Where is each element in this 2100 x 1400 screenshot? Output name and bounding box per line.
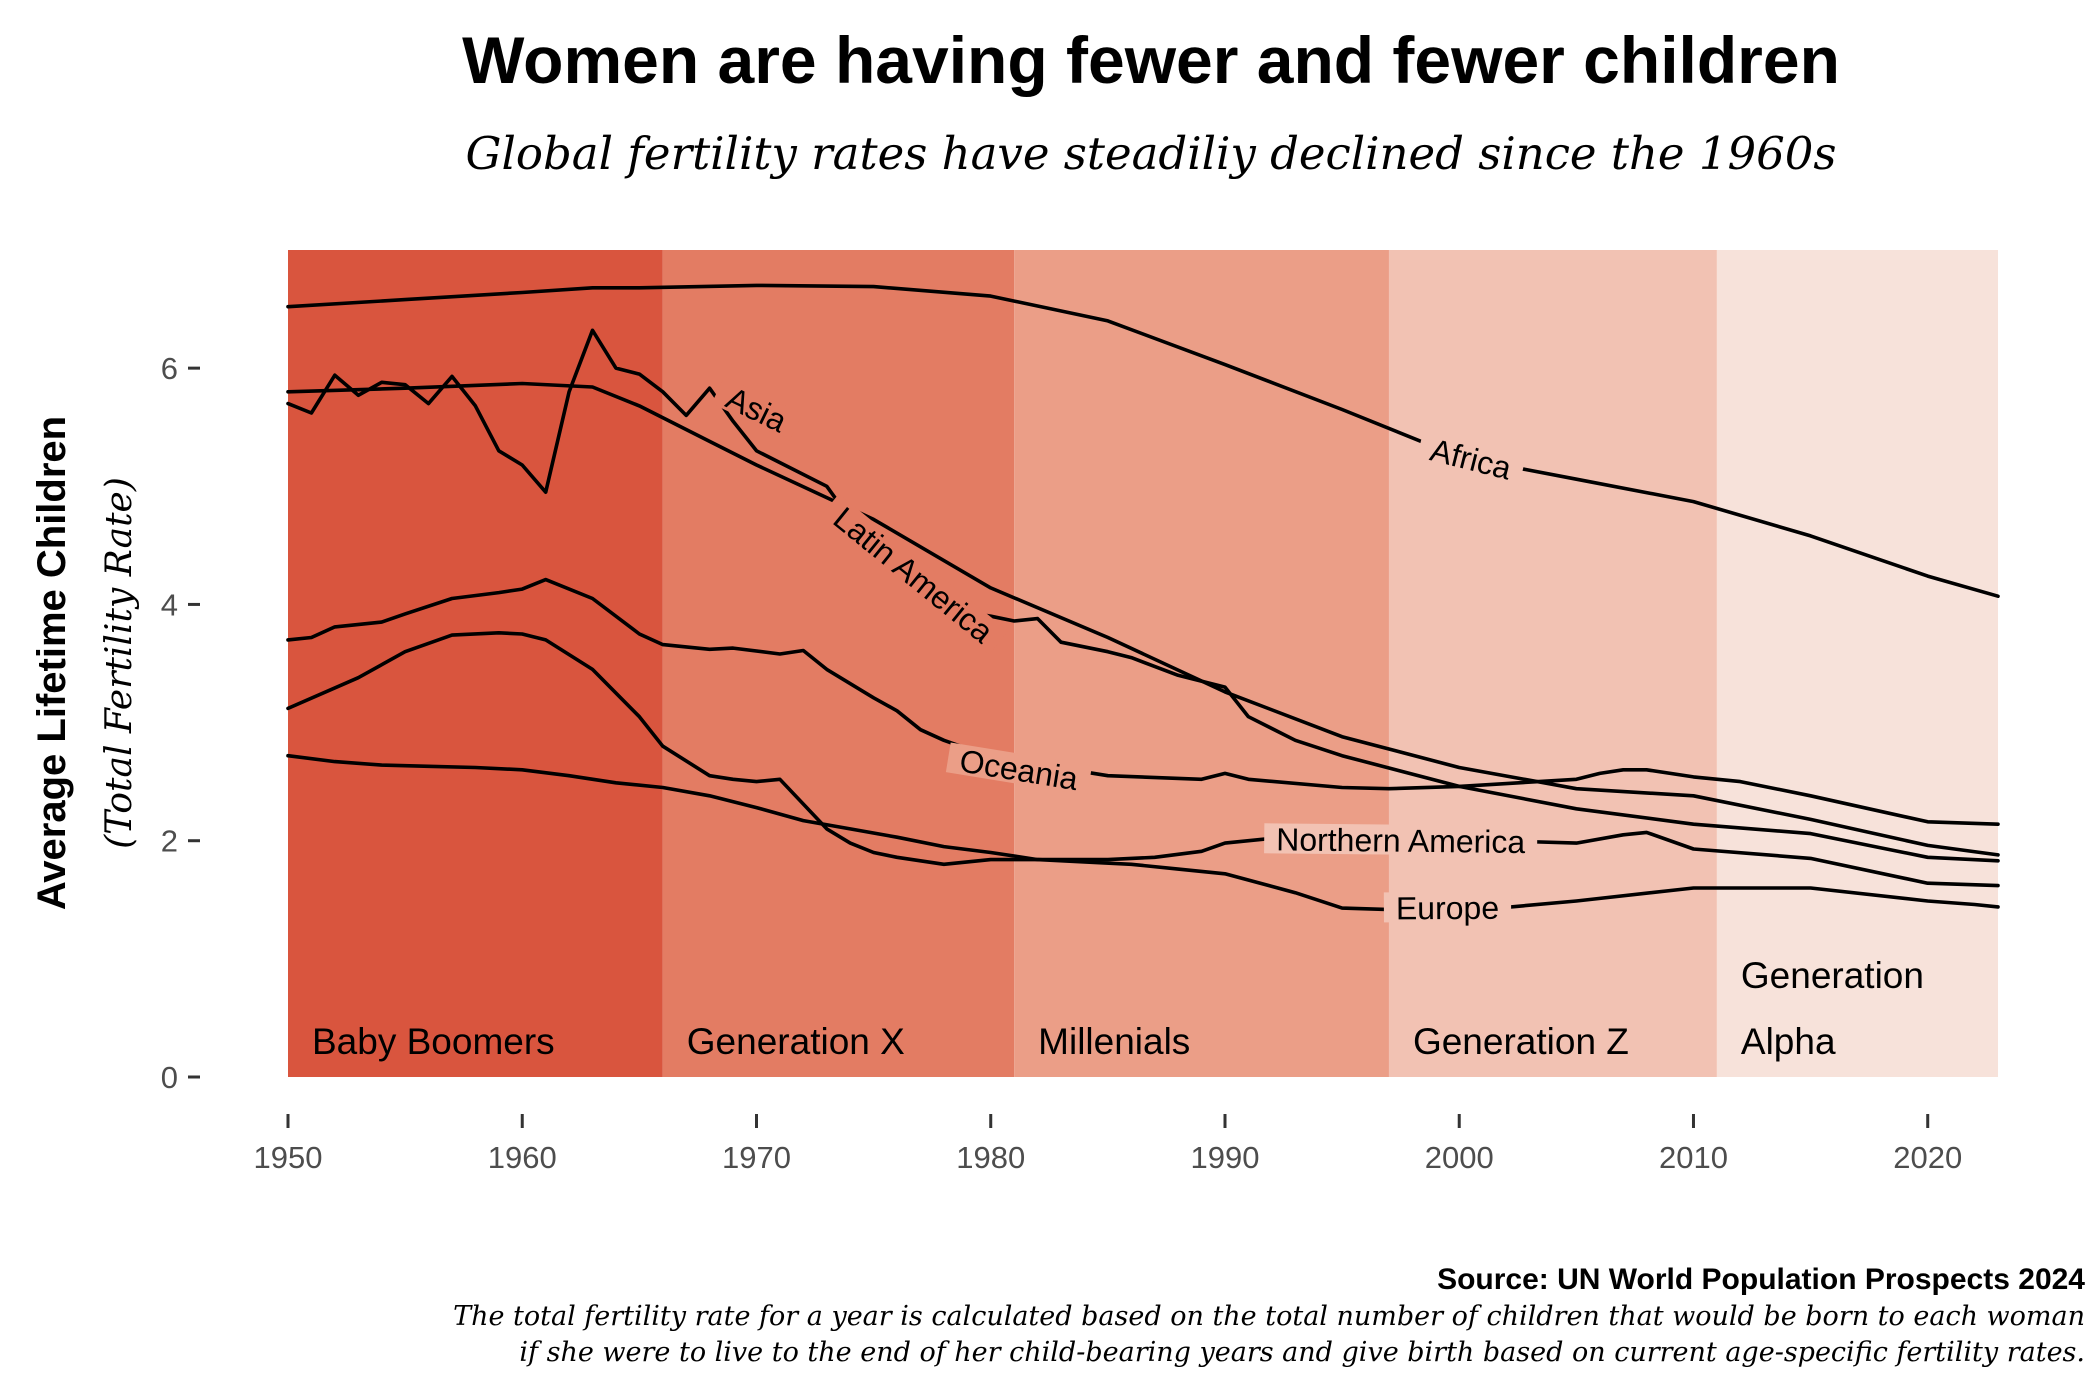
series-lines (286, 283, 2000, 914)
chart-title: Women are having fewer and fewer childre… (462, 23, 1840, 97)
series-line-europe (286, 753, 2000, 914)
source-caption: Source: UN World Population Prospects 20… (1437, 1263, 2085, 1296)
chart-subtitle: Global fertility rates have steadiliy de… (466, 127, 1837, 180)
series-label-group-europe: Europe (1383, 890, 1512, 927)
footnote-line-1: The total fertility rate for a year is c… (453, 1301, 2085, 1332)
x-tick-label-2020: 2020 (1893, 1140, 1962, 1175)
series-label-northern-america: Northern America (1276, 821, 1526, 860)
y-axis: 0 2 4 6 (161, 351, 200, 1095)
era-band-generation-x (662, 250, 1015, 1077)
y-tick-label-6: 6 (161, 351, 178, 386)
era-band-millenials (1014, 250, 1389, 1077)
x-tick-label-1980: 1980 (956, 1140, 1025, 1175)
series-line-asia (286, 381, 2000, 857)
x-axis: 1950 1960 1970 1980 1990 2000 2010 2020 (254, 1114, 1962, 1175)
era-label-millenials: Millenials (1038, 1021, 1190, 1062)
series-label-knockout-latin-america (819, 493, 1009, 655)
x-tick-label-1990: 1990 (1191, 1140, 1260, 1175)
series-line-oceania (286, 577, 2000, 826)
series-label-knockout-oceania (945, 742, 1093, 796)
era-band-generation-z (1388, 250, 1717, 1077)
series-label-europe: Europe (1396, 890, 1499, 927)
y-axis-title: Average Lifetime Children (Total Fertili… (30, 416, 140, 910)
series-line-africa (286, 283, 2000, 598)
series-label-knockout-asia (711, 376, 803, 441)
era-label-baby-boomers: Baby Boomers (312, 1021, 555, 1062)
era-label-generation-alpha-line-1: Generation (1741, 955, 1924, 996)
x-tick-label-2010: 2010 (1659, 1140, 1728, 1175)
era-band-generation-alpha (1716, 250, 1998, 1077)
y-tick-label-2: 2 (161, 824, 178, 859)
generation-era-labels: Baby Boomers Generation X Millenials Genera… (312, 955, 1924, 1062)
era-label-generation-x: Generation X (687, 1021, 905, 1062)
era-label-generation-z: Generation Z (1413, 1021, 1629, 1062)
x-tick-label-1960: 1960 (488, 1140, 557, 1175)
generation-era-backgrounds (288, 250, 1998, 1077)
y-tick-label-0: 0 (161, 1060, 178, 1095)
x-tick-label-1950: 1950 (254, 1140, 323, 1175)
footnote-line-2: if she were to live to the end of her ch… (519, 1337, 2085, 1368)
era-band-baby-boomers (288, 250, 663, 1077)
y-axis-label: Average Lifetime Children (30, 416, 74, 910)
era-label-generation-alpha-line-2: Alpha (1741, 1021, 1836, 1062)
series-label-knockout-europe (1383, 891, 1512, 923)
x-tick-label-2000: 2000 (1425, 1140, 1494, 1175)
y-axis-sublabel: (Total Fertility Rate) (99, 477, 140, 849)
series-line-northern-america (286, 631, 2000, 888)
series-label-knockout-africa (1416, 430, 1527, 486)
y-tick-label-4: 4 (161, 587, 178, 622)
series-label-group-northern-america: Northern America (1264, 821, 1538, 860)
x-tick-label-1970: 1970 (722, 1140, 791, 1175)
series-label-knockout-northern-america (1264, 823, 1538, 857)
series-line-latin-america (286, 328, 2000, 863)
